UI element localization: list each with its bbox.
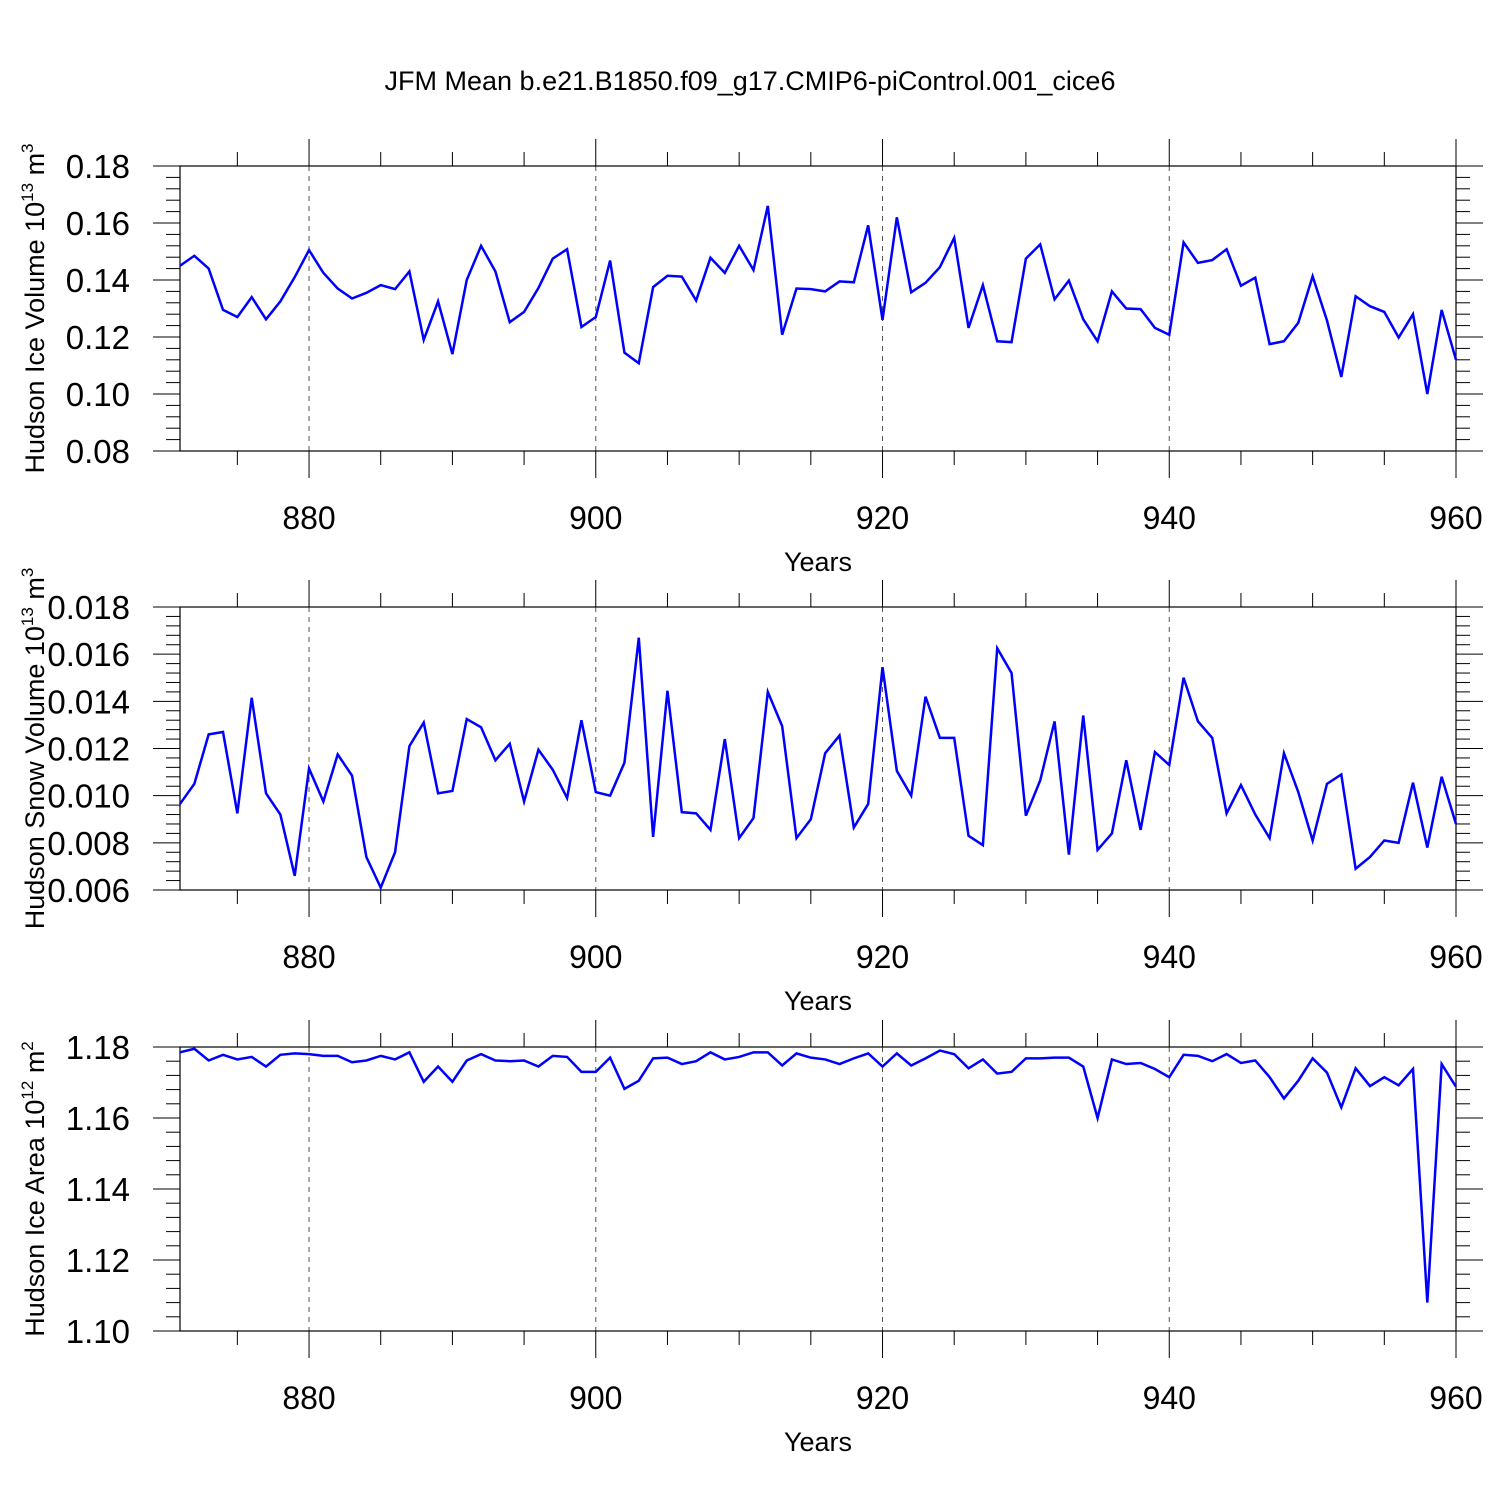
y-axis-title: Hudson Ice Volume 1013 m3 <box>18 143 50 473</box>
chart-panel-3: 880 900 920 940 960 1.10 1.12 1.14 1.16 1.18 Years… <box>18 1020 1483 1457</box>
x-tick-label: 920 <box>856 939 909 975</box>
x-tick-label: 920 <box>856 1380 909 1416</box>
y-tick-label: 0.012 <box>47 731 130 768</box>
x-tick-label: 880 <box>282 1380 335 1416</box>
chart-title: JFM Mean b.e21.B1850.f09_g17.CMIP6-piCon… <box>384 66 1116 96</box>
data-series-line <box>179 205 1458 395</box>
y-tick-label: 0.18 <box>66 148 130 185</box>
y-tick-label: 1.16 <box>66 1100 130 1137</box>
y-axis-title-unit: m <box>20 1051 50 1081</box>
y-tick-label: 0.016 <box>47 636 130 673</box>
y-tick-label: 0.010 <box>47 778 130 815</box>
x-tick-label: 940 <box>1143 500 1196 536</box>
x-axis-title: Years <box>784 1427 852 1457</box>
y-tick-label: 1.12 <box>66 1242 130 1279</box>
data-series-line <box>178 637 1458 891</box>
x-tick-label: 900 <box>569 500 622 536</box>
x-axis-title: Years <box>784 986 852 1016</box>
plot-frame <box>179 1046 1457 1332</box>
y-axis-title-exponent: 13 <box>18 183 37 202</box>
y-axis-title: Hudson Snow Volume 1013 m3 <box>18 568 50 930</box>
x-tick-label: 960 <box>1429 939 1482 975</box>
y-tick-label: 0.018 <box>47 589 130 626</box>
x-tick-label: 900 <box>569 939 622 975</box>
x-tick-label: 940 <box>1143 939 1196 975</box>
chart-panel-2: 880 900 920 940 960 0.006 0.008 0.010 0.012 0.014… <box>18 568 1483 1016</box>
chart-panel-1: 880 900 920 940 960 0.08 0.10 0.12 0.14 0.16 0.18 Y… <box>18 139 1483 577</box>
y-tick-label: 1.10 <box>66 1313 130 1350</box>
x-axis-title: Years <box>784 547 852 577</box>
y-axis-title-base: Hudson Ice Volume 10 <box>20 202 50 474</box>
y-tick-label: 0.12 <box>66 319 130 356</box>
y-tick-label: 0.14 <box>66 262 130 299</box>
x-tick-label: 920 <box>856 500 909 536</box>
y-tick-label: 1.14 <box>66 1171 130 1208</box>
x-tick-label: 880 <box>282 500 335 536</box>
y-axis-title-unit-exponent: 2 <box>18 1041 37 1050</box>
x-tick-label: 900 <box>569 1380 622 1416</box>
y-axis-title-exponent: 13 <box>18 607 37 626</box>
plot-frame <box>179 606 1457 891</box>
y-tick-label: 0.10 <box>66 376 130 413</box>
y-tick-label: 0.014 <box>47 683 130 720</box>
y-tick-label: 0.16 <box>66 205 130 242</box>
y-axis-title-unit-exponent: 3 <box>18 143 37 152</box>
y-tick-label: 1.18 <box>66 1029 130 1066</box>
y-axis-title-unit: m <box>20 153 50 183</box>
y-tick-label: 0.08 <box>66 433 130 470</box>
x-tick-label: 960 <box>1429 500 1482 536</box>
y-axis-title-unit: m <box>20 577 50 607</box>
x-tick-label: 960 <box>1429 1380 1482 1416</box>
y-tick-label: 0.008 <box>47 825 130 862</box>
plot-frame <box>179 165 1457 452</box>
x-tick-label: 880 <box>282 939 335 975</box>
y-axis-title: Hudson Ice Area 1012 m2 <box>18 1041 50 1337</box>
data-series-line <box>179 1047 1458 1303</box>
y-axis-title-unit-exponent: 3 <box>18 568 37 577</box>
y-axis-title-exponent: 12 <box>18 1081 37 1100</box>
y-axis-title-base: Hudson Snow Volume 10 <box>20 626 50 929</box>
y-axis-title-base: Hudson Ice Area 10 <box>20 1100 50 1337</box>
y-tick-label: 0.006 <box>47 872 130 909</box>
x-tick-label: 940 <box>1143 1380 1196 1416</box>
